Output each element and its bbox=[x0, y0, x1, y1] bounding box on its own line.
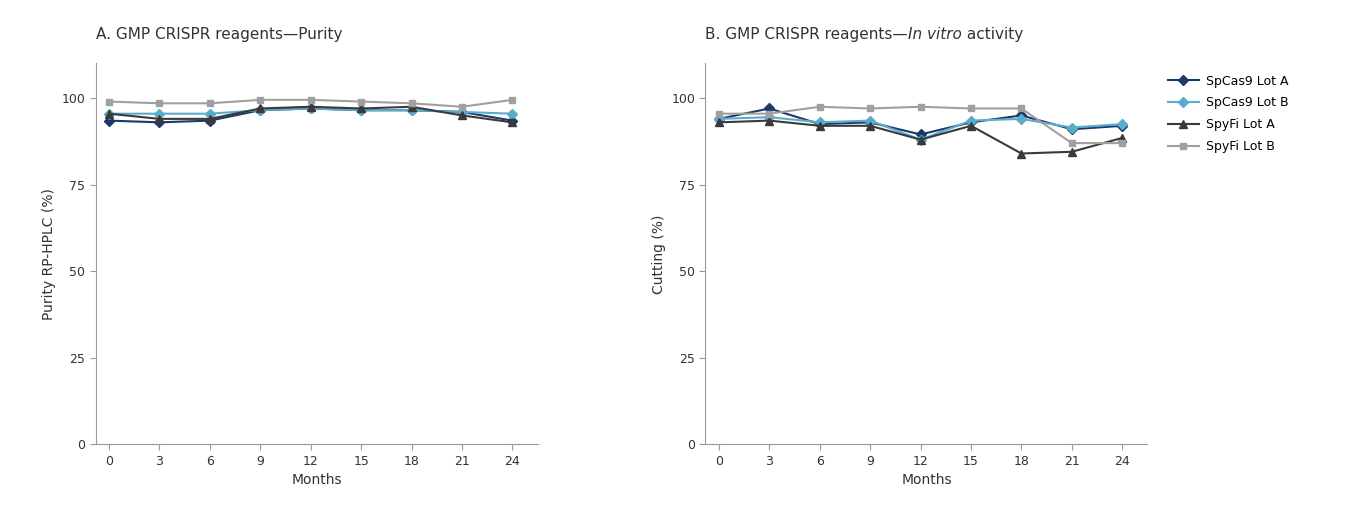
Text: A. GMP CRISPR reagents—Purity: A. GMP CRISPR reagents—Purity bbox=[96, 28, 342, 42]
Y-axis label: Purity RP-HPLC (%): Purity RP-HPLC (%) bbox=[42, 188, 56, 320]
Legend: SpCas9 Lot A, SpCas9 Lot B, SpyFi Lot A, SpyFi Lot B: SpCas9 Lot A, SpCas9 Lot B, SpyFi Lot A,… bbox=[1162, 70, 1294, 158]
Text: B. GMP CRISPR reagents—: B. GMP CRISPR reagents— bbox=[705, 28, 908, 42]
X-axis label: Months: Months bbox=[291, 473, 342, 487]
Text: activity: activity bbox=[962, 28, 1023, 42]
Text: In vitro: In vitro bbox=[908, 28, 962, 42]
Y-axis label: Cutting (%): Cutting (%) bbox=[652, 214, 665, 294]
X-axis label: Months: Months bbox=[902, 473, 952, 487]
